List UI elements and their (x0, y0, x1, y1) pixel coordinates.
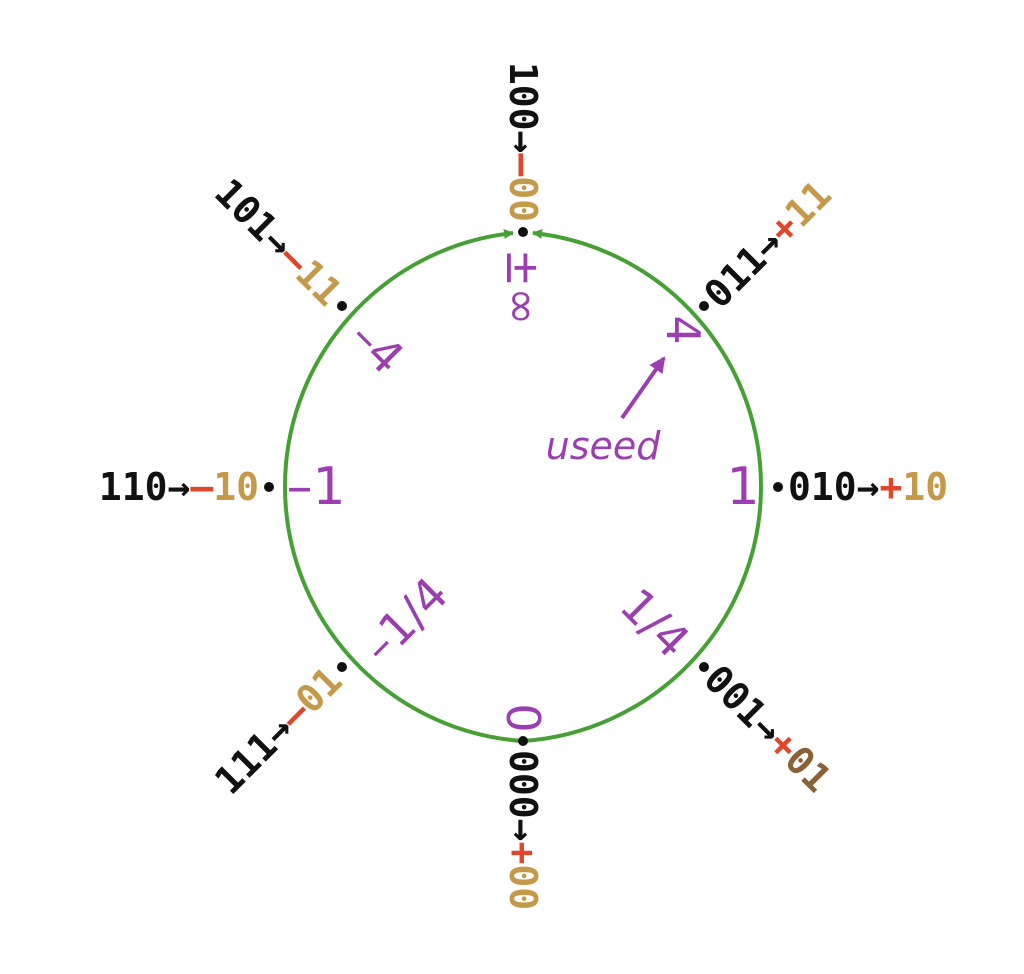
bits-label-101: 101→–11 (206, 170, 350, 314)
useed-label: useed (546, 424, 662, 468)
bits-label-011: 011→+11 (695, 172, 839, 316)
bits-label-000: 000→+00 (501, 750, 545, 910)
regime-100: 00 (501, 176, 545, 222)
value-1-4: 1/4 (610, 578, 701, 669)
value-infinity: ±∞ (496, 249, 550, 326)
arrow-100: → (501, 130, 545, 153)
bits-000: 000 (501, 750, 545, 819)
bits-label-001: 001→+01 (695, 656, 839, 800)
bit-labels: 000→+00 001→+01 010→+10 011→+11 100→–00 … (99, 62, 948, 910)
bits-100: 100 (501, 62, 545, 131)
bits-label-111: 111→–01 (206, 658, 350, 802)
dot-011 (699, 301, 709, 311)
sign-010: + (880, 465, 903, 509)
sign-100: – (501, 153, 545, 176)
value-1: 1 (726, 457, 759, 517)
value-minus-1-4: –1/4 (352, 567, 459, 674)
bits-label-010: 010→+10 (788, 465, 948, 509)
dot-000 (518, 736, 528, 746)
ring-arc-right (522, 228, 763, 743)
sign-110: – (190, 465, 213, 509)
dot-010 (773, 482, 783, 492)
dot-100 (518, 227, 528, 237)
regime-010: 10 (902, 465, 948, 509)
sign-000: + (501, 842, 545, 865)
value-minus-1: –1 (286, 457, 345, 517)
value-minus-4: –4 (339, 309, 414, 384)
ring-arc-left (283, 228, 524, 743)
regime-110: 10 (213, 465, 259, 509)
arrow-010: → (857, 465, 880, 509)
bits-label-100: 100→–00 (501, 62, 545, 222)
dot-110 (264, 482, 274, 492)
dot-111 (337, 662, 347, 672)
regime-000: 00 (501, 864, 545, 910)
point-dots (264, 227, 783, 746)
value-0: 0 (496, 703, 550, 732)
arrow-000: → (501, 819, 545, 842)
bits-110: 110 (99, 465, 168, 509)
useed-arrow (620, 356, 666, 420)
dot-001 (699, 662, 709, 672)
value-labels: 0 1/4 1 4 ±∞ –4 –1 –1/4 (286, 249, 759, 733)
arrow-110: → (167, 465, 190, 509)
bits-010: 010 (788, 465, 857, 509)
bits-label-110: 110→–10 (99, 465, 259, 509)
dot-101 (337, 301, 347, 311)
value-4: 4 (656, 315, 710, 344)
